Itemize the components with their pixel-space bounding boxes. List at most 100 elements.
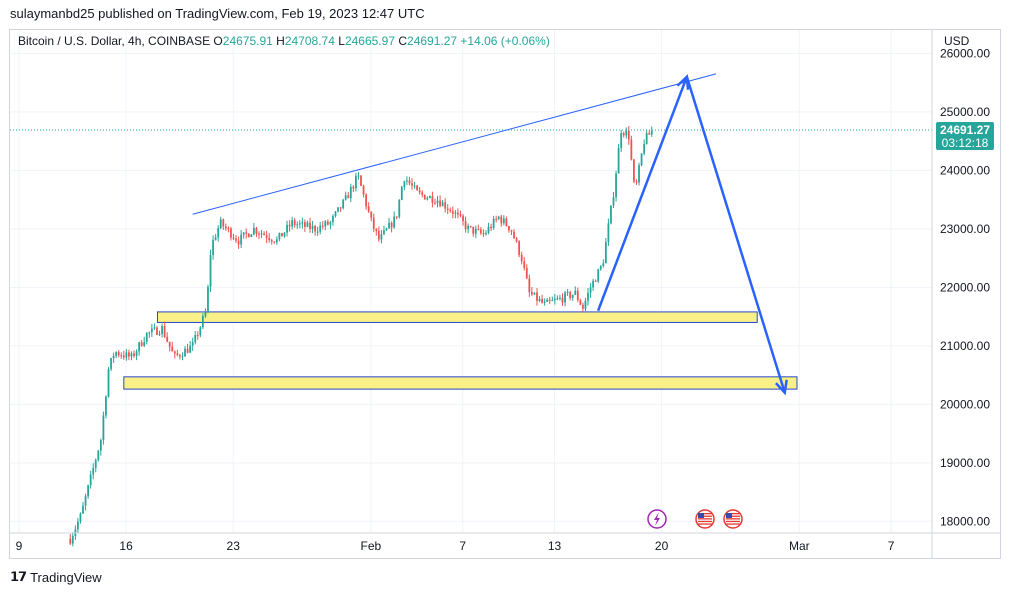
time-tick-label: Mar [789,539,810,553]
candle-body [582,304,584,309]
candle-body [168,341,171,347]
candle-body [418,190,421,193]
candle-body [469,225,472,227]
candle-body [107,369,110,397]
candle-body [360,175,362,186]
candle-body [617,148,620,174]
candle-body [245,232,248,234]
candle-body [406,180,408,182]
candle-body [219,219,222,229]
candle-body [240,234,243,245]
flag-stripe [698,520,712,523]
candle-body [375,228,378,231]
chart-frame [9,29,1001,559]
candle-body [428,196,431,199]
candle-body [117,352,120,356]
flag-stripe [698,518,712,520]
candle-body [161,326,163,334]
candle-body [505,218,508,226]
time-tick-label: 23 [227,539,241,553]
candle-body [319,225,322,232]
candle-body [212,239,214,255]
candle-body [158,333,161,335]
candle-body [383,230,385,235]
candle-body [347,195,350,199]
candle-body [398,199,401,217]
last-price-badge [936,121,994,150]
event-icons [647,509,743,529]
us-flag-event-icon[interactable] [695,509,715,529]
flag-stripe [726,518,740,520]
candle-body [377,230,380,240]
candle-body [584,300,587,309]
candle-body [569,291,572,298]
us-flag-event-icon[interactable] [723,509,743,529]
candle-body [643,143,646,154]
candle-body [148,332,151,334]
candle-body [441,202,444,207]
projection-arrowhead-up [676,74,690,90]
flag-stripe [698,515,712,517]
flag-stripe [726,513,740,515]
high-value: 24708.74 [284,34,335,48]
resistance-trendline [192,73,717,215]
candle-body [426,198,429,200]
candle-body [536,292,538,301]
candle-body [242,232,245,235]
price-tick-label: 21000.00 [940,339,990,353]
candle-body [115,352,118,357]
flag-stripe [698,523,712,525]
time-tick-label: 16 [119,539,133,553]
candle-body [525,267,528,279]
candle-body [316,231,319,233]
candle-body [508,225,510,231]
flag-canton [726,513,732,518]
candle-body [390,222,393,228]
candle-body [339,207,342,209]
price-tick-label: 26000.00 [940,46,990,60]
candle-body [337,207,339,212]
candle-body [209,254,212,287]
candle-body [110,358,112,370]
candle-body [283,232,286,237]
publisher-note: sulaymanbd25 published on TradingView.co… [10,6,425,21]
candle-body [576,290,579,301]
candle-body [594,280,597,282]
candle-body [265,235,268,238]
candle-body [176,353,179,355]
candle-body [479,229,482,234]
candle-body [553,299,556,301]
support-zone [123,376,798,390]
candle-body [395,216,398,218]
candle-body [258,233,260,235]
candle-body [355,175,357,189]
symbol-label: Bitcoin / U.S. Dollar, 4h, COINBASE [18,34,211,48]
candle-body [260,233,263,235]
candle-body [589,287,592,293]
candle-body [556,298,559,300]
lightning-event-icon[interactable] [647,509,667,529]
candle-body [622,133,625,136]
flag-canton [698,513,704,518]
candle-body [150,328,153,333]
candle-body [421,192,424,195]
candle-body [311,225,314,230]
candle-body [291,220,294,227]
price-tick-label: 25000.00 [940,105,990,119]
candle-body [620,133,623,149]
candle-body [268,237,271,240]
change-value: +14.06 (+0.06%) [460,34,550,48]
candle-body [321,225,324,227]
candle-body [102,415,105,441]
candle-body [393,216,396,228]
candle-body [571,294,574,298]
candle-body [122,355,125,358]
candle-body [196,335,199,337]
candle-body [255,227,258,234]
candle-body [204,312,207,317]
candle-body [273,241,276,243]
flag-stripe [726,523,740,525]
candle-body [574,290,577,295]
